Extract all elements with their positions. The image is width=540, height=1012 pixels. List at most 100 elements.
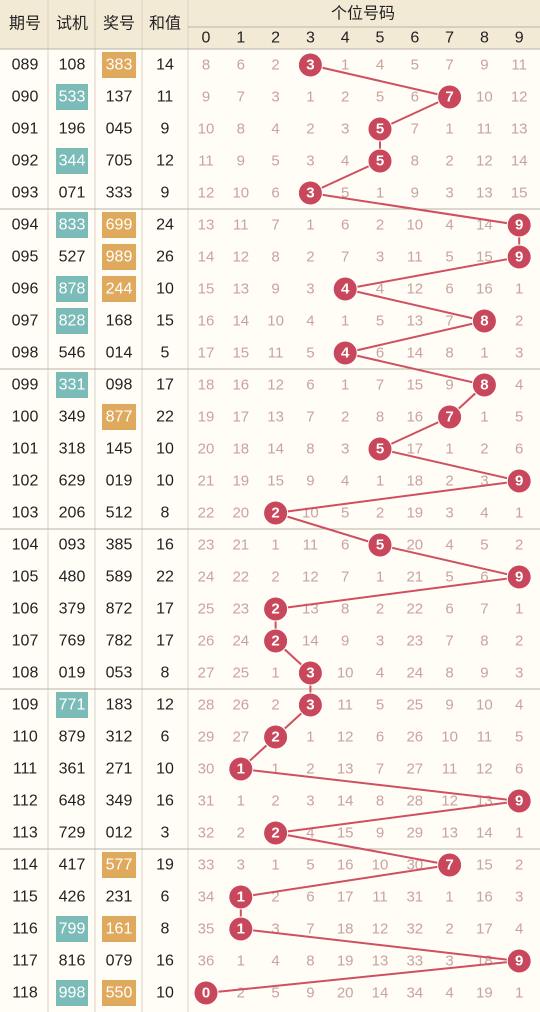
header-trial: 试机 — [56, 15, 88, 33]
header-digit-4: 4 — [341, 30, 350, 47]
trial-cell: 196 — [59, 121, 86, 138]
ball-circle — [297, 660, 323, 686]
omission-cell: 12 — [372, 921, 389, 938]
omission-cell: 1 — [480, 345, 488, 362]
digit-headers: 0 1 2 3 4 5 6 7 8 9 — [202, 30, 524, 47]
omission-cell: 16 — [476, 889, 493, 906]
period-cell: 101 — [12, 441, 39, 458]
omission-cell: 1 — [271, 857, 279, 874]
sum-cell: 11 — [157, 89, 174, 106]
omission-cell: 14 — [198, 249, 215, 266]
period-cell: 090 — [12, 89, 39, 106]
prize-cell: 512 — [106, 505, 133, 522]
omission-cell: 18 — [476, 953, 493, 970]
header-period: 期号 — [9, 15, 41, 33]
omission-cell: 7 — [306, 409, 314, 426]
ball-circle — [437, 84, 463, 110]
omission-cell: 31 — [198, 793, 215, 810]
sum-cell: 8 — [161, 921, 170, 938]
trial-cell: 331 — [59, 377, 86, 394]
omission-cell: 2 — [341, 409, 349, 426]
header-digit-2: 2 — [271, 30, 280, 47]
trial-cell: 019 — [59, 665, 86, 682]
prize-cell: 577 — [106, 857, 133, 874]
omission-cell: 4 — [445, 537, 453, 554]
prize-highlight — [102, 404, 136, 430]
table-row: 117 816 079 16 36 1 4 8 19 13 33 3 18 — [12, 953, 493, 970]
omission-cell: 4 — [376, 281, 384, 298]
prize-cell: 012 — [106, 825, 133, 842]
omission-cell: 19 — [198, 409, 215, 426]
ball-digit: 9 — [515, 473, 523, 490]
table-row: 118 998 550 10 2 5 9 20 14 34 4 19 1 — [12, 980, 523, 1006]
trial-highlight — [56, 308, 88, 334]
omission-cell: 4 — [271, 953, 279, 970]
omission-cell: 2 — [271, 793, 279, 810]
ball-digit: 2 — [271, 505, 279, 522]
prize-cell: 098 — [106, 377, 133, 394]
omission-cell: 2 — [445, 473, 453, 490]
omission-cell: 5 — [376, 697, 384, 714]
prize-cell: 168 — [106, 313, 133, 330]
prize-cell: 271 — [106, 761, 133, 778]
omission-cell: 5 — [376, 313, 384, 330]
ball-circle — [437, 852, 463, 878]
omission-cell: 1 — [306, 729, 314, 746]
header-prize: 奖号 — [103, 15, 135, 33]
omission-cell: 2 — [271, 57, 279, 74]
omission-cell: 13 — [406, 313, 423, 330]
omission-cell: 1 — [341, 377, 349, 394]
sum-cell: 26 — [156, 249, 174, 266]
omission-cell: 26 — [406, 729, 423, 746]
omission-cell: 19 — [406, 505, 423, 522]
omission-cell: 4 — [515, 377, 523, 394]
omission-cell: 3 — [306, 281, 314, 298]
ball-marker: 3 — [297, 692, 323, 718]
ball-circle — [506, 788, 532, 814]
omission-cell: 25 — [198, 601, 215, 618]
omission-cell: 14 — [232, 313, 249, 330]
omission-cell: 8 — [376, 793, 384, 810]
omission-cell: 12 — [232, 249, 249, 266]
trial-cell: 648 — [59, 793, 86, 810]
period-cell: 105 — [12, 569, 39, 586]
omission-cell: 24 — [232, 633, 249, 650]
omission-cell: 34 — [406, 985, 423, 1002]
header-background — [0, 0, 540, 49]
trial-cell: 480 — [59, 569, 86, 586]
ball-marker: 2 — [263, 820, 289, 846]
omission-cell: 7 — [341, 249, 349, 266]
omission-cell: 10 — [372, 857, 389, 874]
omission-cell: 26 — [232, 697, 249, 714]
omission-cell: 5 — [445, 249, 453, 266]
omission-cell: 3 — [376, 633, 384, 650]
prize-cell: 877 — [106, 409, 133, 426]
omission-cell: 15 — [476, 857, 493, 874]
omission-cell: 7 — [445, 57, 453, 74]
prize-cell: 137 — [106, 89, 133, 106]
ball-circle — [437, 404, 463, 430]
sum-cell: 3 — [161, 825, 170, 842]
ball-circle — [367, 148, 393, 174]
omission-cell: 1 — [271, 761, 279, 778]
ball-circle — [367, 436, 393, 462]
ball-digit: 1 — [237, 889, 245, 906]
omission-cell: 8 — [445, 345, 453, 362]
sum-cell: 16 — [156, 537, 174, 554]
omission-cell: 11 — [268, 345, 284, 362]
table-header: 期号 试机 奖号 和值 个位号码 0 1 2 3 4 5 6 7 8 9 — [0, 0, 540, 49]
omission-cell: 12 — [511, 89, 528, 106]
omission-cell: 10 — [476, 697, 493, 714]
ball-digit: 7 — [445, 89, 453, 106]
omission-cell: 1 — [515, 825, 523, 842]
omission-cell: 6 — [515, 441, 523, 458]
omission-cell: 15 — [267, 473, 284, 490]
omission-cell: 13 — [372, 953, 389, 970]
table-row: 102 629 019 10 21 19 15 9 4 1 18 2 3 — [12, 473, 489, 490]
omission-cell: 7 — [306, 921, 314, 938]
omission-cell: 1 — [515, 281, 523, 298]
omission-cell: 7 — [445, 633, 453, 650]
omission-cell: 31 — [406, 889, 423, 906]
omission-cell: 6 — [306, 377, 314, 394]
